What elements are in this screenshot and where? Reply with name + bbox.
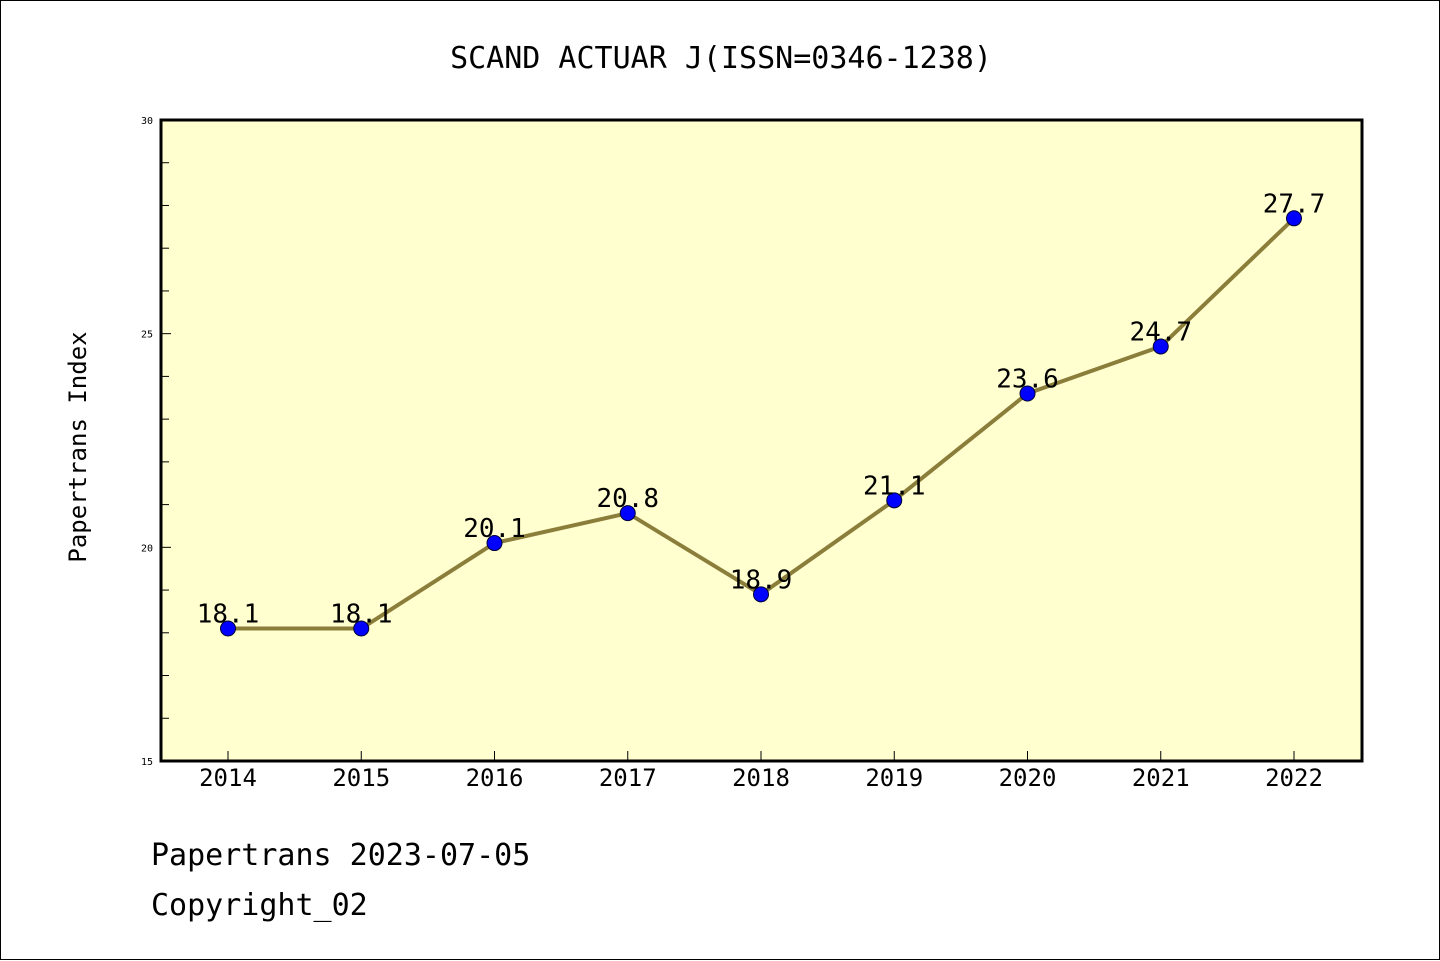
x-tick-label: 2014 xyxy=(199,764,257,792)
x-tick-label: 2022 xyxy=(1265,764,1323,792)
y-tick-label: 30 xyxy=(141,116,153,127)
data-label: 21.1 xyxy=(863,471,926,501)
footer-date: Papertrans 2023-07-05 xyxy=(151,838,530,873)
data-point xyxy=(619,505,636,522)
data-point xyxy=(1019,385,1036,402)
data-label: 18.9 xyxy=(730,565,793,595)
y-tick-label: 20 xyxy=(141,543,153,554)
x-tick-label: 2021 xyxy=(1132,764,1190,792)
data-point xyxy=(353,620,370,637)
data-label: 18.1 xyxy=(330,600,393,630)
plot-area xyxy=(159,118,1364,763)
x-tick-label: 2018 xyxy=(732,764,790,792)
x-tick-label: 2016 xyxy=(466,764,524,792)
data-label: 18.1 xyxy=(197,600,260,630)
data-point xyxy=(1152,338,1169,355)
data-point xyxy=(753,586,769,603)
footer-copyright: Copyright_02 xyxy=(151,888,368,923)
data-point xyxy=(1286,210,1302,227)
x-tick-label: 2017 xyxy=(599,764,657,792)
data-label: 20.8 xyxy=(596,484,659,514)
x-tick-label: 2019 xyxy=(865,764,923,792)
y-tick-label: 25 xyxy=(141,330,153,341)
data-point xyxy=(486,535,503,552)
data-label: 27.7 xyxy=(1263,189,1326,219)
x-tick-label: 2020 xyxy=(999,764,1057,792)
data-point xyxy=(220,620,236,637)
y-tick-label: 15 xyxy=(141,757,153,768)
y-axis-title: Papertrans Index xyxy=(64,331,92,562)
chart-title: SCAND ACTUAR J(ISSN=0346-1238) xyxy=(450,41,992,76)
data-point xyxy=(886,492,903,509)
x-tick-label: 2015 xyxy=(332,764,390,792)
data-label: 23.6 xyxy=(996,364,1059,394)
data-label: 20.1 xyxy=(463,514,526,544)
data-label: 24.7 xyxy=(1129,317,1192,347)
